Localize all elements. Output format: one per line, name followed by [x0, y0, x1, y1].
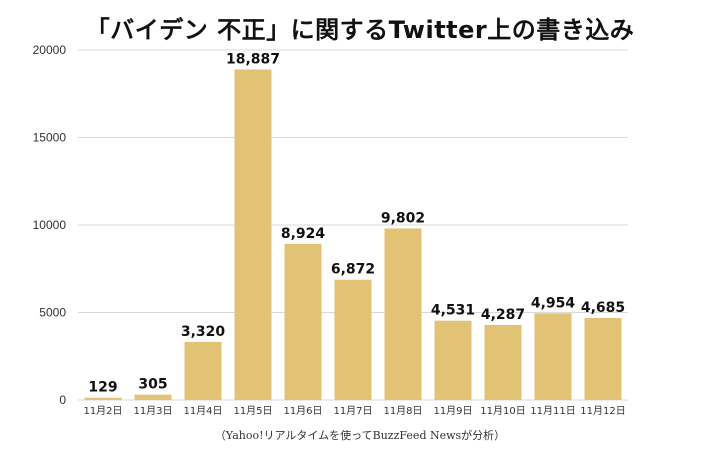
- bar: [284, 243, 322, 400]
- bar: [234, 69, 272, 400]
- data-label: 305: [138, 377, 167, 393]
- data-label: 18,887: [226, 51, 280, 67]
- data-label: 6,872: [331, 262, 375, 278]
- x-tick-label: 11月4日: [183, 405, 222, 417]
- bar: [584, 318, 622, 400]
- bar: [534, 313, 572, 400]
- x-tick-label: 11月5日: [233, 405, 272, 417]
- data-label: 8,924: [281, 226, 326, 242]
- y-tick-label: 5000: [39, 306, 66, 320]
- x-tick-label: 11月12日: [580, 405, 625, 417]
- x-tick-label: 11月3日: [133, 405, 172, 417]
- x-tick-label: 11月8日: [383, 405, 422, 417]
- x-tick-label: 11月9日: [433, 405, 472, 417]
- chart-source-note: （Yahoo!リアルタイムを使ってBuzzFeed Newsが分析）: [214, 429, 506, 442]
- data-label: 4,685: [581, 300, 625, 316]
- x-tick-label: 11月7日: [333, 405, 372, 417]
- data-label: 129: [88, 380, 117, 396]
- data-label: 4,954: [531, 295, 576, 311]
- x-tick-label: 11月2日: [83, 405, 122, 417]
- x-tick-label: 11月10日: [480, 405, 525, 417]
- x-tick-label: 11月11日: [530, 405, 575, 417]
- bar: [84, 397, 122, 400]
- data-label: 4,287: [481, 307, 525, 323]
- y-tick-label: 15000: [33, 131, 67, 145]
- x-tick-label: 11月6日: [283, 405, 322, 417]
- bar: [384, 228, 422, 400]
- y-tick-label: 0: [59, 393, 66, 407]
- data-label: 3,320: [181, 324, 226, 340]
- y-tick-label: 10000: [33, 218, 67, 232]
- y-tick-label: 20000: [33, 43, 67, 57]
- bar: [134, 394, 172, 400]
- bar: [484, 324, 522, 400]
- bar: [184, 341, 222, 400]
- chart-title: 「バイデン 不正」に関するTwitter上の書き込み: [85, 16, 635, 44]
- bar: [334, 279, 372, 400]
- bar: [434, 320, 472, 400]
- data-label: 9,802: [381, 210, 425, 226]
- data-label: 4,531: [431, 303, 475, 319]
